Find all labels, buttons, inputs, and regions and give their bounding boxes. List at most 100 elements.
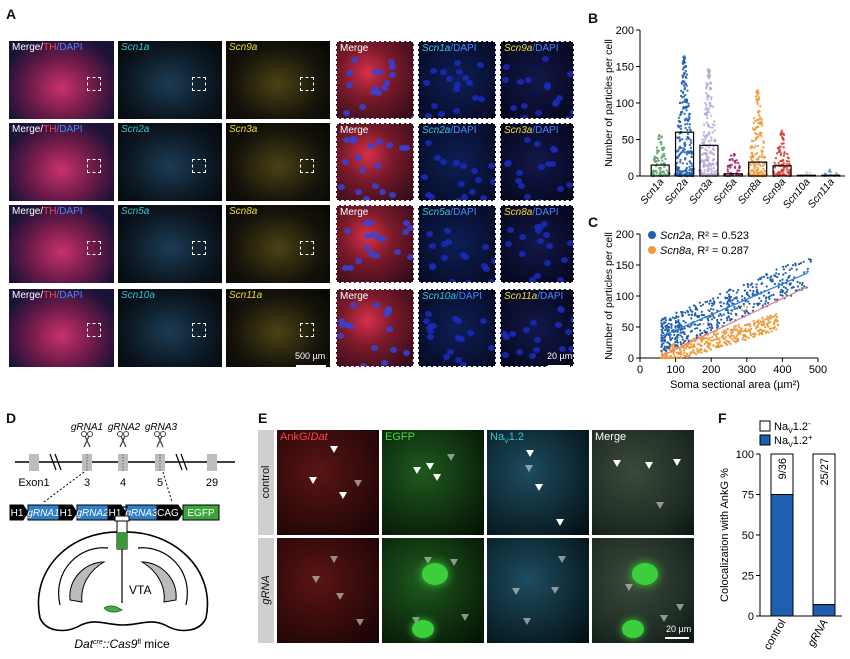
nucleus [446,349,454,356]
nucleus [440,240,448,247]
nucleus [453,160,461,167]
micrograph-a-r4-c1: Merge/TH/DAPI [9,289,114,367]
arrowhead-icon [335,592,344,600]
x-tick-label: 0 [637,364,643,376]
micrograph-a-r3-c6: Scn8a/DAPI [500,205,574,283]
arrowhead-icon [644,462,653,470]
nucleus [518,251,526,258]
nucleus [375,69,383,76]
nucleus [474,176,482,183]
micrograph-a-r4-c6: Scn11a/DAPI [500,289,574,367]
legend-positive: NaV1.2+ [774,433,813,449]
inset-box [300,241,314,255]
nucleus [388,58,396,65]
y-tick-label: 0 [628,171,634,183]
arrowhead-icon [660,614,669,622]
nucleus [478,95,486,102]
nucleus [430,103,438,110]
arrowhead-icon [446,454,455,461]
nucleus [461,199,469,200]
nucleus [540,221,548,228]
nucleus [363,232,371,239]
nucleus [536,237,544,244]
arrowhead-icon [511,587,520,595]
cassette-label: EGFP [187,508,215,519]
arrowhead-icon [460,613,469,621]
arrowhead-icon [330,446,339,454]
nucleus [537,223,545,230]
arrowhead-icon [535,484,544,492]
nucleus [546,242,554,249]
nucleus [521,103,528,110]
row-label-bar: control [258,430,274,535]
arrowhead-icon [424,556,433,564]
nucleus [472,95,480,102]
nucleus [518,183,526,190]
nucleus [532,346,540,353]
nucleus [461,75,469,82]
cassette-label: H1 [109,508,122,519]
gene-label: Scn8a [229,206,258,217]
gene-dapi-label: Scn9a/DAPI [504,43,559,54]
category-label: Scn3a [687,176,715,207]
mouse-label: Datcre::Cas9fl mice [74,637,170,651]
exon-1 [29,454,39,471]
gene-label: Scn11a [229,290,263,301]
category-label: Scn11a [806,176,838,211]
points-Scn2a [660,258,812,353]
row-label-bar: gRNA [258,538,274,643]
header-merge: Merge [595,431,627,443]
nucleus [363,195,371,200]
arrowhead-icon [311,575,320,583]
merge-th-dapi-label: Merge/TH/DAPI [12,290,83,301]
micrograph-a-r2-c1: Merge/TH/DAPI [9,123,114,201]
nucleus [538,164,546,171]
nucleus [402,145,410,152]
arrowhead-icon [412,616,421,624]
y-axis-label: Colocalization with AnkG % [719,468,731,602]
micrograph-a-r1-c2: Scn1a [118,41,222,119]
egfp-neuron [622,620,644,638]
nucleus [346,322,354,329]
gene-dapi-label: Scn10a/DAPI [422,291,483,302]
nucleus [337,333,344,340]
inset-box [192,323,206,337]
y-axis-label: Number of particles per cell [603,39,615,167]
cassette-element [182,504,220,521]
micrograph-e-r2-c3 [487,538,589,643]
nucleus [425,113,433,118]
y-tick-label: 50 [622,322,634,334]
micrograph-a-r2-c2: Scn2a [118,123,222,201]
gene-label: Scn2a [121,124,150,135]
nucleus [343,137,351,144]
scale-bar [665,637,689,639]
category-label: Scn8a [736,176,764,207]
legend-negative: NaV1.2- [774,419,811,435]
category-label: gRNA [806,618,831,649]
egfp-neuron [422,563,448,585]
micrograph-a-r2-c5: Scn2a/DAPI [418,123,496,201]
micrograph-a-r3-c4: Merge [336,205,414,283]
nucleus [460,251,468,258]
grna3-label: gRNA3 [145,422,178,433]
egfp-neuron [412,620,434,638]
nucleus [350,117,358,118]
nucleus [567,70,573,77]
nucleus [338,317,346,324]
merge-label: Merge [340,207,369,218]
arrowhead-icon [557,556,566,564]
nucleus [569,109,573,116]
exon3-label: 3 [84,477,90,489]
y-tick-label: 50 [742,530,754,542]
nucleus [543,231,551,238]
cassette-label: gRNA1 [27,508,59,519]
bar-Scn11a [821,174,841,177]
arrowhead-icon [523,618,532,626]
nucleus [423,318,431,325]
nucleus [433,155,441,162]
nucleus [385,306,392,313]
category-label: Scn5a [711,176,739,207]
nucleus [494,256,495,263]
legend-label-Scn8a: Scn8a, R² = 0.287 [660,245,749,257]
nucleus [461,193,469,200]
